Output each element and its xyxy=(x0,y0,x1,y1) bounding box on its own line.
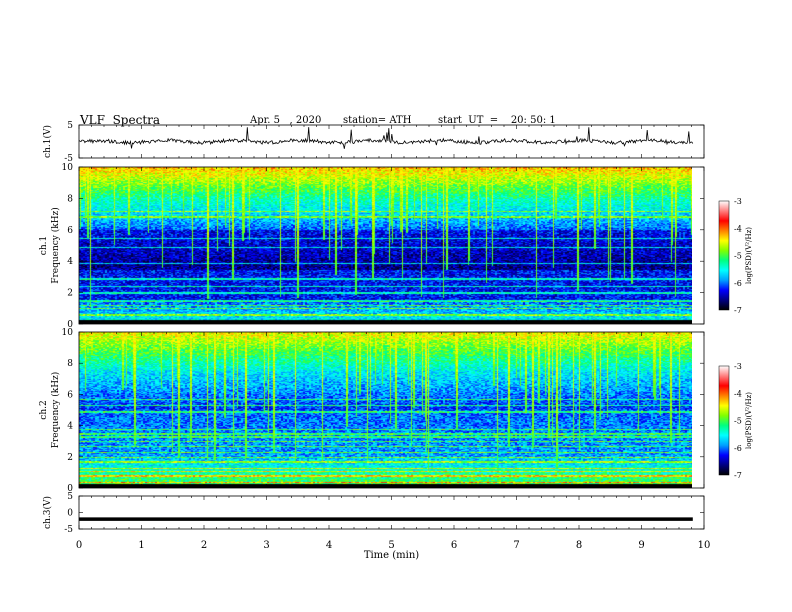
colorbar-tick-label: -3 xyxy=(734,197,742,206)
station-label: station= ATH xyxy=(343,115,412,126)
y-tick-label: 0 xyxy=(67,509,73,519)
ch1-waveform xyxy=(78,127,694,149)
colorbar-tick-label: -4 xyxy=(734,389,742,398)
ch2-spec-channel-label: ch.2 xyxy=(39,400,49,419)
start-time-label: start UT = 20: 50: 1 xyxy=(438,115,556,126)
x-tick-label: 1 xyxy=(138,540,144,551)
y-tick-label: 10 xyxy=(62,328,74,338)
colorbar-tick-label: -4 xyxy=(734,224,742,233)
x-tick-label: 6 xyxy=(451,540,457,551)
y-tick-label: 0 xyxy=(67,484,73,494)
y-tick-label: 4 xyxy=(67,422,73,432)
chart-title: VLF Spectra xyxy=(80,113,161,127)
ch1-waveform-frame xyxy=(78,124,705,159)
ch3-ylabel: ch.3(V) xyxy=(42,496,53,529)
colorbar-label: log(PSD)(V²/Hz) xyxy=(745,227,753,284)
x-tick-label: 5 xyxy=(388,540,394,551)
y-tick-label: 2 xyxy=(67,289,73,299)
colorbar-tick-label: -7 xyxy=(734,306,742,315)
y-tick-label: -5 xyxy=(64,525,73,535)
colorbar-tick-label: -5 xyxy=(734,417,742,426)
ch1-ylabel: ch.1(V) xyxy=(42,125,53,158)
x-tick-label: 4 xyxy=(326,540,332,551)
colorbar-tick-label: -6 xyxy=(734,444,742,453)
colorbar-tick-label: -5 xyxy=(734,252,742,261)
ch2-colorbar xyxy=(718,365,730,476)
y-tick-label: 10 xyxy=(62,163,74,173)
ch1-spectrogram xyxy=(79,167,692,324)
y-tick-label: 4 xyxy=(67,257,73,267)
x-tick-label: 7 xyxy=(513,540,519,551)
y-tick-label: -5 xyxy=(64,154,73,164)
y-tick-label: 0 xyxy=(67,320,73,330)
colorbar-tick-label: -3 xyxy=(734,362,742,371)
colorbar-tick-label: -7 xyxy=(734,471,742,480)
ch2-spectrogram xyxy=(79,332,692,488)
y-tick-label: 5 xyxy=(67,492,73,502)
ch2-spec-ylabel: Frequency (kHz) xyxy=(50,372,61,449)
ch3-waveform-frame xyxy=(78,495,705,530)
y-tick-label: 8 xyxy=(67,194,73,204)
x-tick-label: 3 xyxy=(263,540,269,551)
x-tick-label: 8 xyxy=(576,540,582,551)
y-tick-label: 2 xyxy=(67,453,73,463)
x-tick-label: 0 xyxy=(76,540,82,551)
x-tick-label: 2 xyxy=(201,540,207,551)
y-tick-label: 5 xyxy=(67,121,73,131)
ch1-spec-ylabel: Frequency (kHz) xyxy=(50,207,61,284)
date-label: Apr. 5 , 2020 xyxy=(250,115,322,126)
x-tick-label: 9 xyxy=(638,540,644,551)
x-tick-label: 10 xyxy=(698,540,711,551)
ch1-spec-channel-label: ch.1 xyxy=(39,236,49,255)
x-axis-label: Time (min) xyxy=(364,550,419,561)
y-tick-label: 6 xyxy=(67,390,73,400)
colorbar-label: log(PSD)(V²/Hz) xyxy=(745,392,753,449)
colorbar-tick-label: -6 xyxy=(734,279,742,288)
y-tick-label: 6 xyxy=(67,226,73,236)
ch1-colorbar xyxy=(718,200,730,311)
y-tick-label: 8 xyxy=(67,359,73,369)
